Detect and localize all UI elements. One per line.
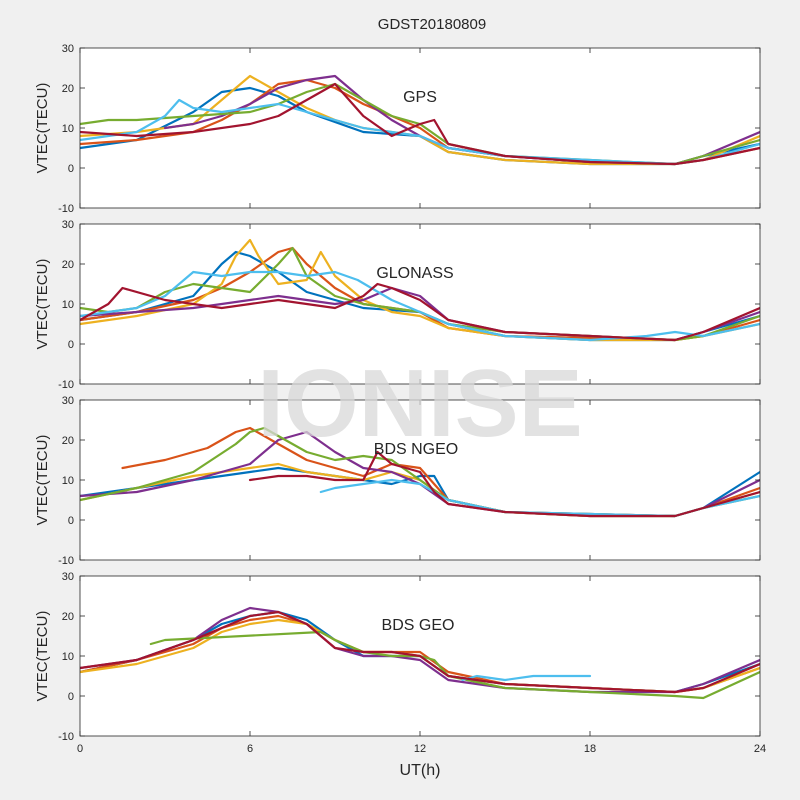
y-tick-label: 30 [62, 219, 74, 231]
y-tick-label: 20 [62, 435, 74, 447]
panel-2: -10 0 10 20 30 VTEC(TECU) GLONASS [34, 219, 761, 391]
y-tick-label: 10 [62, 651, 74, 663]
series-group [80, 238, 760, 342]
y-tick-label: 30 [62, 571, 74, 583]
y-tick-label: 20 [62, 83, 74, 95]
y-tick-label: 0 [68, 515, 74, 527]
series-group [80, 74, 760, 166]
panel-label: BDS NGEO [374, 441, 458, 458]
y-tick-label: -10 [58, 379, 74, 391]
y-tick-label: -10 [58, 555, 74, 567]
panel-label: GPS [403, 89, 437, 106]
series-line-4 [80, 606, 760, 694]
y-tick-label: 30 [62, 395, 74, 407]
y-tick-label: 10 [62, 475, 74, 487]
y-tick-label: 0 [68, 339, 74, 351]
y-tick-label: 0 [68, 163, 74, 175]
series-line-7 [80, 82, 760, 166]
series-line-6 [80, 98, 760, 166]
series-line-5 [149, 630, 760, 700]
series-line-6 [461, 674, 592, 682]
series-line-7 [248, 450, 760, 518]
panel-3: -10 0 10 20 30 VTEC(TECU) BDS NGEO [34, 395, 761, 567]
series-group [80, 426, 760, 518]
series-line-7 [80, 610, 760, 694]
panel-label: GLONASS [376, 265, 453, 282]
y-axis-label: VTEC(TECU) [34, 435, 51, 526]
x-tick-label: 0 [77, 743, 83, 755]
x-tick-label: 18 [584, 743, 596, 755]
panel-label: BDS GEO [382, 617, 455, 634]
x-tick-label: 24 [754, 743, 766, 755]
y-tick-label: -10 [58, 203, 74, 215]
y-tick-label: -10 [58, 731, 74, 743]
x-axis-label: UT(h) [400, 762, 441, 779]
series-group [80, 606, 760, 700]
panel-1: -10 0 10 20 30 VTEC(TECU) GPS [34, 43, 761, 215]
series-line-6 [80, 270, 760, 342]
y-axis-label: VTEC(TECU) [34, 83, 51, 174]
y-axis-label: VTEC(TECU) [34, 611, 51, 702]
watermark-text: IONISE [257, 350, 582, 457]
y-axis-label: VTEC(TECU) [34, 259, 51, 350]
y-tick-label: 20 [62, 611, 74, 623]
chart-title: GDST20180809 [378, 16, 486, 33]
y-tick-label: 10 [62, 299, 74, 311]
x-tick-label: 12 [414, 743, 426, 755]
y-tick-label: 30 [62, 43, 74, 55]
series-line-7 [80, 282, 760, 342]
x-tick-label: 6 [247, 743, 253, 755]
y-tick-label: 20 [62, 259, 74, 271]
y-tick-label: 10 [62, 123, 74, 135]
y-tick-label: 0 [68, 691, 74, 703]
